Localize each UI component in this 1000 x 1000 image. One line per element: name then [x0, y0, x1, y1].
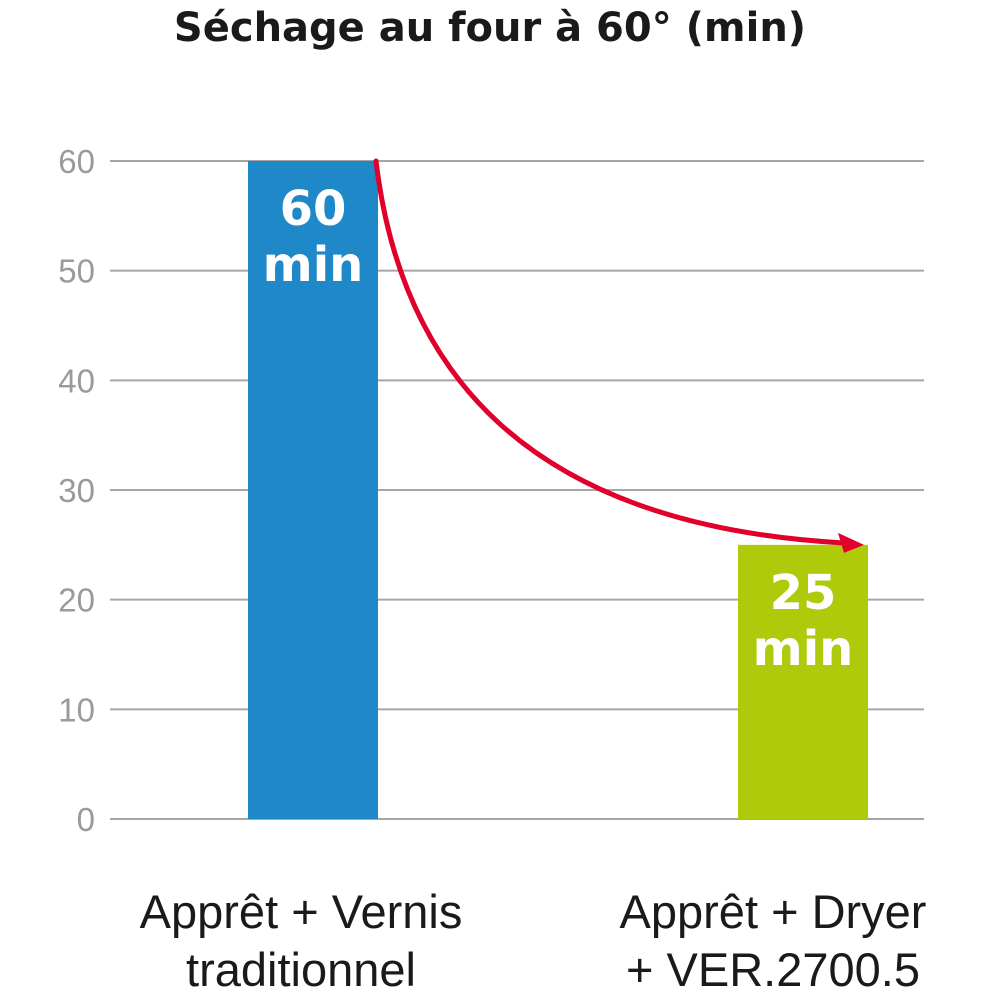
y-tick-label: 0 [77, 801, 95, 838]
trend-arrow [373, 158, 864, 553]
data-label: 25 [770, 565, 837, 621]
y-tick-label: 60 [58, 143, 95, 180]
arrowhead-icon [838, 532, 864, 553]
y-tick-label: 40 [58, 362, 95, 399]
data-label: min [263, 237, 364, 293]
gridlines [110, 160, 924, 820]
y-tick-label: 10 [58, 691, 95, 728]
x-category-label: Apprêt + Vernis [140, 885, 463, 938]
y-tick-label: 50 [58, 253, 95, 290]
x-category-label: traditionnel [186, 943, 416, 996]
chart-title: Séchage au four à 60° (min) [173, 5, 807, 51]
y-tick-label: 20 [58, 582, 95, 619]
bar [248, 161, 378, 819]
x-category-label: Apprêt + Dryer [620, 885, 927, 938]
y-tick-labels: 0 10 20 30 40 50 60 [58, 143, 95, 838]
data-label: min [753, 621, 854, 677]
y-tick-label: 30 [58, 472, 95, 509]
data-label: 60 [280, 181, 347, 237]
arrow-curve [373, 158, 845, 546]
bars [248, 161, 868, 819]
x-category-label: + VER.2700.5 [626, 943, 920, 996]
bar [738, 544, 868, 819]
